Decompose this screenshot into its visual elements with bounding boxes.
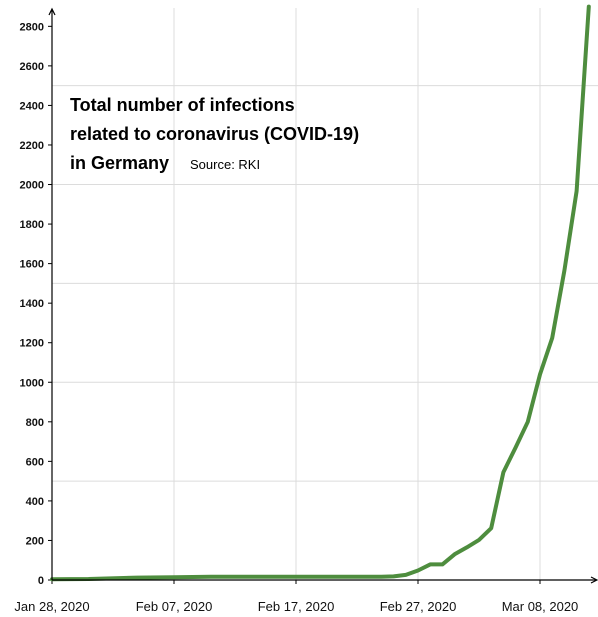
y-tick-label-2200: 2200 xyxy=(20,140,44,152)
chart-title-line-3: in Germany xyxy=(70,153,169,173)
series-layer xyxy=(50,4,591,582)
series-line-total-infections xyxy=(50,4,591,582)
y-tick-label-2600: 2600 xyxy=(20,61,44,73)
y-tick-label-200: 200 xyxy=(26,535,44,547)
chart-title: Total number of infections related to co… xyxy=(70,95,359,173)
x-axis-arrow xyxy=(590,576,598,584)
chart-title-line-1: Total number of infections xyxy=(70,95,295,115)
axes xyxy=(48,7,598,584)
x-tick-label-0: Jan 28, 2020 xyxy=(14,599,89,614)
y-tick-label-1200: 1200 xyxy=(20,338,44,350)
x-axis-tick-labels: Jan 28, 2020 Feb 07, 2020 Feb 17, 2020 Feb … xyxy=(14,580,578,614)
y-tick-label-1400: 1400 xyxy=(20,298,44,310)
x-tick-label-3: Feb 27, 2020 xyxy=(380,599,457,614)
x-tick-label-1: Feb 07, 2020 xyxy=(136,599,213,614)
y-tick-label-2400: 2400 xyxy=(20,100,44,112)
y-tick-label-0: 0 xyxy=(38,575,44,587)
y-tick-label-2000: 2000 xyxy=(20,180,44,192)
x-tick-label-2: Feb 17, 2020 xyxy=(258,599,335,614)
x-tick-label-4: Mar 08, 2020 xyxy=(502,599,579,614)
y-tick-label-1600: 1600 xyxy=(20,259,44,271)
y-tick-label-600: 600 xyxy=(26,456,44,468)
chart-title-line-2: related to coronavirus (COVID-19) xyxy=(70,124,359,144)
chart-source: Source: RKI xyxy=(190,157,260,172)
y-tick-label-2800: 2800 xyxy=(20,21,44,33)
y-axis-arrow xyxy=(48,7,56,16)
y-tick-label-800: 800 xyxy=(26,417,44,429)
y-tick-label-1000: 1000 xyxy=(20,377,44,389)
grid-lines xyxy=(52,8,598,580)
y-axis-tick-labels: 0 200 400 600 800 1000 1200 1400 1600 1800 2000 220… xyxy=(20,21,52,587)
y-tick-label-1800: 1800 xyxy=(20,219,44,231)
y-tick-label-400: 400 xyxy=(26,496,44,508)
